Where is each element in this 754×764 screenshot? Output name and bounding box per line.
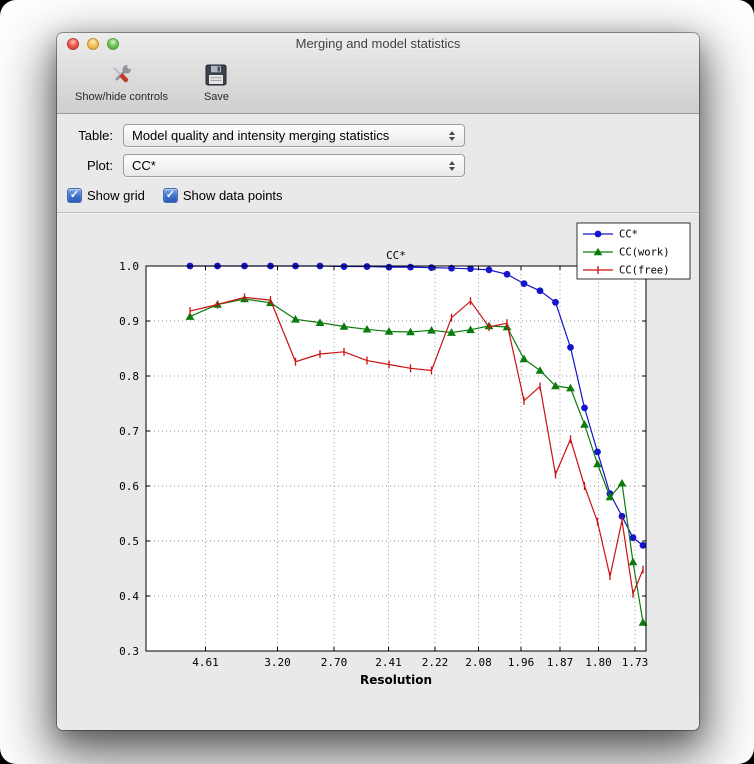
show-grid-checkbox[interactable]: ✓ Show grid	[67, 188, 145, 203]
svg-text:0.5: 0.5	[119, 535, 139, 548]
svg-text:CC(work): CC(work)	[619, 247, 670, 259]
window-chrome: Merging and model statistics	[57, 33, 699, 114]
svg-text:Resolution: Resolution	[360, 673, 432, 687]
save-icon	[204, 60, 228, 90]
minimize-button[interactable]	[87, 38, 99, 50]
table-select[interactable]: Model quality and intensity merging stat…	[123, 124, 465, 147]
toolbar-item-label: Show/hide controls	[75, 91, 168, 103]
plot-control-row: Plot: CC*	[65, 154, 699, 177]
svg-text:1.87: 1.87	[547, 656, 574, 669]
table-select-value: Model quality and intensity merging stat…	[132, 128, 390, 143]
title-bar[interactable]: Merging and model statistics	[57, 33, 699, 55]
svg-text:1.96: 1.96	[508, 656, 535, 669]
svg-text:4.61: 4.61	[192, 656, 219, 669]
tools-icon	[106, 60, 136, 90]
svg-text:0.9: 0.9	[119, 315, 139, 328]
table-label: Table:	[78, 128, 113, 143]
svg-text:2.08: 2.08	[465, 656, 492, 669]
svg-text:1.0: 1.0	[119, 260, 139, 273]
svg-text:CC(free): CC(free)	[619, 265, 670, 277]
checkbox-check-icon: ✓	[67, 188, 82, 203]
save-button[interactable]: Save	[198, 58, 235, 105]
checkbox-row: ✓ Show grid ✓ Show data points	[67, 188, 699, 203]
plot-select-value: CC*	[132, 158, 156, 173]
popup-arrows-icon	[444, 160, 464, 171]
svg-text:1.80: 1.80	[585, 656, 612, 669]
content-area: Table: Model quality and intensity mergi…	[57, 114, 699, 730]
merging-statistics-chart: 1.0 0.9 0.8 0.7 0.6 0.5 0.4 0.3 4.61 3.20 2.70 2.41…	[119, 222, 691, 687]
svg-text:2.41: 2.41	[375, 656, 402, 669]
checkbox-label: Show data points	[182, 188, 283, 203]
svg-text:2.22: 2.22	[422, 656, 449, 669]
svg-text:0.3: 0.3	[119, 645, 139, 658]
svg-text:0.6: 0.6	[119, 480, 139, 493]
plot-select[interactable]: CC*	[123, 154, 465, 177]
toolbar: Show/hide controls Save	[57, 55, 699, 113]
show-hide-controls-button[interactable]: Show/hide controls	[69, 58, 174, 105]
window-title: Merging and model statistics	[295, 36, 461, 51]
app-window: Merging and model statistics	[57, 33, 699, 730]
popup-arrows-icon	[444, 130, 464, 141]
svg-text:CC*: CC*	[619, 229, 638, 241]
svg-text:3.20: 3.20	[264, 656, 291, 669]
separator	[57, 212, 699, 214]
svg-text:0.4: 0.4	[119, 590, 139, 603]
checkbox-label: Show grid	[87, 188, 145, 203]
svg-text:0.7: 0.7	[119, 425, 139, 438]
zoom-button[interactable]	[107, 38, 119, 50]
table-control-row: Table: Model quality and intensity mergi…	[65, 124, 699, 147]
svg-text:0.8: 0.8	[119, 370, 139, 383]
toolbar-item-label: Save	[203, 91, 230, 103]
plot-label: Plot:	[86, 158, 113, 173]
svg-text:2.70: 2.70	[321, 656, 348, 669]
show-data-points-checkbox[interactable]: ✓ Show data points	[162, 188, 283, 203]
figure-area: 1.0 0.9 0.8 0.7 0.6 0.5 0.4 0.3 4.61 3.20 2.70 2.41…	[57, 214, 699, 703]
traffic-lights	[67, 38, 119, 50]
checkbox-check-icon: ✓	[162, 188, 178, 203]
svg-text:CC*: CC*	[386, 249, 406, 262]
svg-text:1.73: 1.73	[622, 656, 649, 669]
close-button[interactable]	[67, 38, 79, 50]
